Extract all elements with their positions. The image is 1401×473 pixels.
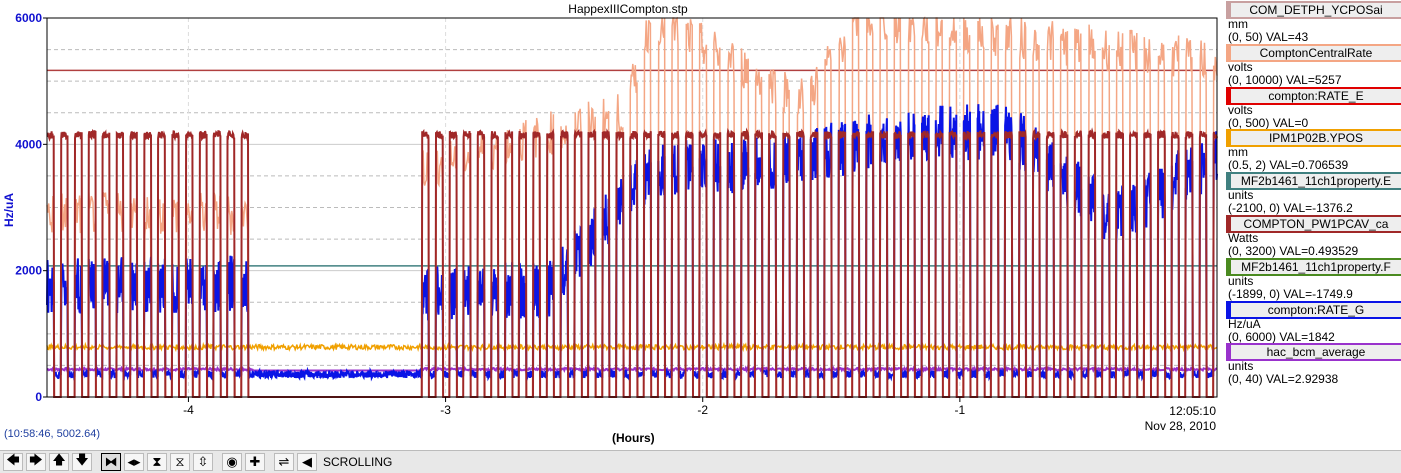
plot-frame — [46, 17, 1218, 398]
zoom-out-vertical-button[interactable]: ⇳ — [193, 453, 213, 471]
y-tick-label: 4000 — [15, 137, 42, 151]
series-group — [46, 16, 1218, 398]
legend-range: (-2100, 0) VAL=-1376.2 — [1228, 201, 1353, 216]
x-tick-label: -1 — [955, 403, 966, 417]
legend-unit: Watts — [1228, 231, 1259, 245]
legend-label: IPM1P02B.YPOS — [1226, 129, 1401, 148]
legend-label: compton:RATE_G — [1226, 300, 1401, 319]
scroll-down-button[interactable]: 🡇 — [72, 453, 92, 471]
add-button[interactable]: ✚ — [245, 453, 265, 471]
legend-unit: mm — [1228, 145, 1248, 160]
zoom-in-both-button[interactable]: ⧓ — [101, 453, 121, 471]
axes: 0 2000 4000 6000 -4 -3 -2 -1 — [15, 11, 1218, 417]
y-tick-label: 0 — [35, 390, 42, 404]
y-axis-label: Hz/uA — [2, 193, 16, 227]
timestamp-time: 12:05:10 — [1169, 404, 1216, 418]
toolbar: 🡄 🡆 🡅 🡇 ⧓ ◂▸ ⧗ ⧖ ⇳ ◉ ✚ ⇌ ◀ SCROLLING — [0, 450, 1401, 473]
legend-label: COMPTON_PW1PCAV_ca — [1226, 215, 1401, 233]
legend-range: (0, 6000) VAL=1842 — [1228, 329, 1335, 344]
zoom-in-horizontal-button[interactable]: ◂▸ — [124, 453, 144, 471]
legend-label: MF2b1461_11ch1property.E — [1226, 172, 1401, 191]
status-label: SCROLLING — [323, 455, 393, 469]
legend-range: (0, 40) VAL=2.92938 — [1228, 372, 1339, 387]
chart-title: HappexIIICompton.stp — [568, 2, 688, 16]
legend-range: (0, 10000) VAL=5257 — [1228, 72, 1342, 87]
legend-unit: units — [1228, 188, 1254, 203]
timestamp-date: Nov 28, 2010 — [1144, 419, 1216, 433]
legend-unit: mm — [1228, 17, 1248, 31]
scrolling-mode-button[interactable]: ⇌ — [274, 453, 294, 471]
cursor-readout: (10:58:46, 5002.64) — [4, 428, 101, 440]
scroll-right-button[interactable]: 🡆 — [26, 453, 46, 471]
back-button[interactable]: ◀ — [297, 453, 317, 471]
legend-range: (0, 3200) VAL=0.493529 — [1228, 244, 1359, 258]
legend-unit: volts — [1228, 102, 1253, 117]
x-tick-label: -3 — [440, 403, 451, 417]
legend-unit: Hz/uA — [1228, 316, 1261, 331]
x-tick-label: -4 — [183, 403, 194, 417]
legend-label: COM_DETPH_YCPOSai — [1226, 1, 1401, 19]
legend-label: compton:RATE_E — [1226, 86, 1401, 105]
legend-range: (-1899, 0) VAL=-1749.9 — [1228, 286, 1353, 301]
legend-label: ComptonCentralRate — [1226, 43, 1401, 62]
x-tick-label: -2 — [697, 403, 708, 417]
legend-unit: units — [1228, 273, 1254, 288]
scroll-left-button[interactable]: 🡄 — [3, 453, 23, 471]
series-line-compton-pw1pcav-ca — [46, 127, 1218, 398]
autozoom-button[interactable]: ◉ — [222, 453, 242, 471]
legend-unit: units — [1228, 359, 1254, 374]
legend-label: MF2b1461_11ch1property.F — [1226, 257, 1401, 276]
zoom-out-horizontal-button[interactable]: ⧗ — [147, 453, 167, 471]
legend-label: hac_bcm_average — [1226, 343, 1401, 362]
zoom-in-vertical-button[interactable]: ⧖ — [170, 453, 190, 471]
legend-range: (0.5, 2) VAL=0.706539 — [1228, 158, 1349, 173]
y-tick-label: 2000 — [15, 264, 42, 278]
x-axis-label: (Hours) — [612, 431, 655, 445]
chart-plot[interactable]: HappexIIICompton.stp 0 2000 4000 6000 -4 -3 -2… — [0, 0, 1224, 450]
legend-unit: volts — [1228, 59, 1253, 74]
scroll-up-button[interactable]: 🡅 — [49, 453, 69, 471]
timestamp: 12:05:10 Nov 28, 2010 — [1145, 404, 1216, 434]
legend-range: (0, 50) VAL=43 — [1228, 30, 1309, 44]
y-tick-label: 6000 — [15, 11, 42, 25]
legend-range: (0, 500) VAL=0 — [1228, 115, 1309, 130]
legend: COM_DETPH_YCPOSai mm (0, 50) VAL=43 Compton… — [1224, 0, 1401, 450]
